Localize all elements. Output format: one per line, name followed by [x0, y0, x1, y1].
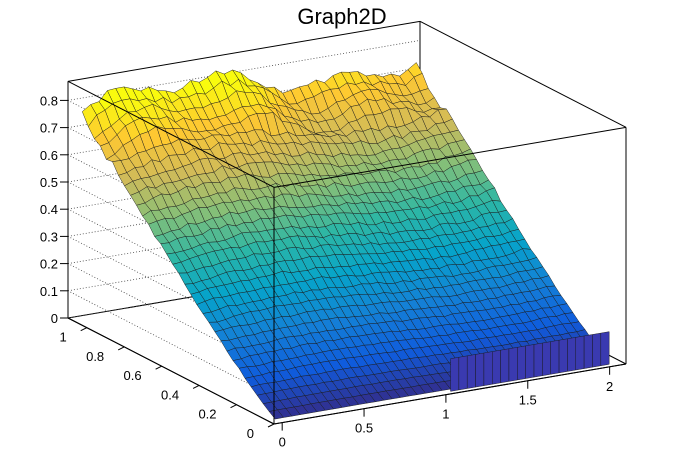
surface-side-cell — [600, 331, 610, 366]
surface-side-cell — [475, 352, 485, 388]
y-tick — [267, 423, 275, 428]
y-tick-label: 0 — [247, 426, 254, 441]
z-tick-label: 0 — [51, 311, 58, 326]
surface-side-cell — [458, 355, 468, 391]
z-tick-label: 0.7 — [40, 121, 58, 136]
x-axis-line — [273, 363, 627, 425]
z-tick-label: 0.1 — [40, 284, 58, 299]
top-edge-left — [67, 80, 275, 188]
surface-side-cell — [583, 334, 593, 369]
surface-side-cell — [542, 341, 551, 376]
y-tick-label: 0.4 — [161, 387, 179, 402]
y-axis-line — [67, 317, 275, 425]
surface-side-cell — [558, 338, 568, 374]
y-axis: 0 0.2 0.4 0.6 0.8 1 — [59, 317, 275, 441]
z-axis: 0 0.1 0.2 0.3 0.4 0.5 0.6 0.7 0.8 — [40, 81, 69, 326]
x-tick-label: 0 — [279, 435, 286, 450]
surface-side-cell — [550, 339, 560, 375]
surface-side-cell — [492, 349, 501, 385]
surface-side-cell — [517, 345, 526, 381]
y-tick — [155, 365, 162, 370]
z-tick-label: 0.2 — [40, 257, 58, 272]
y-tick-label: 0.6 — [124, 368, 142, 383]
y-tick — [192, 385, 200, 389]
grid-line-back-wall — [67, 40, 421, 101]
z-tick-label: 0.3 — [40, 229, 58, 244]
surface-cell — [268, 409, 284, 420]
z-tick-label: 0.8 — [40, 93, 58, 108]
chart-title: Graph2D — [297, 4, 386, 29]
surface-side-cell — [575, 335, 585, 371]
x-axis: 0 0.5 1 1.5 2 — [273, 363, 627, 450]
surface-side-cell — [500, 348, 510, 384]
surface-side-cell — [567, 337, 576, 372]
x-tick-label: 2 — [606, 379, 613, 394]
surface-side-cell — [592, 332, 602, 368]
y-tick — [117, 346, 125, 351]
x-tick-label: 1.5 — [519, 393, 537, 408]
surface-side-cell — [508, 347, 518, 382]
x-tick-label: 0.5 — [355, 421, 373, 436]
x-tick-label: 1 — [442, 407, 449, 422]
surface-side-cell — [533, 342, 543, 378]
surface-side-cell — [483, 351, 493, 386]
y-tick-label: 0.8 — [86, 349, 104, 364]
surface-side-cell — [466, 354, 476, 389]
y-tick — [230, 404, 237, 409]
z-tick-label: 0.4 — [40, 202, 58, 217]
y-tick — [80, 327, 87, 332]
surface-side-cell — [450, 357, 460, 392]
top-edge-back — [67, 20, 421, 82]
top-edge-right — [419, 20, 627, 128]
top-edge-front — [273, 126, 627, 188]
surface-plot — [82, 62, 610, 420]
surface-side-cell — [525, 344, 535, 379]
z-tick-label: 0.6 — [40, 148, 58, 163]
y-tick-label: 0.2 — [198, 407, 216, 422]
z-tick-label: 0.5 — [40, 175, 58, 190]
y-tick-label: 1 — [59, 330, 66, 345]
